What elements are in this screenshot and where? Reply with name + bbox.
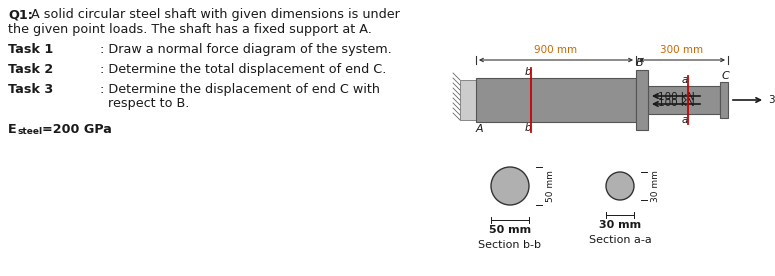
Text: 300 mm: 300 mm: [660, 45, 704, 55]
Text: : Determine the total displacement of end C.: : Determine the total displacement of en…: [100, 63, 387, 76]
Text: respect to B.: respect to B.: [100, 97, 189, 110]
Text: b: b: [525, 123, 532, 133]
Text: 30 kN: 30 kN: [769, 95, 775, 105]
Text: 100 kN: 100 kN: [658, 98, 694, 108]
Text: =200 GPa: =200 GPa: [42, 123, 112, 136]
Text: Section a-a: Section a-a: [589, 235, 651, 245]
Bar: [460, 80, 476, 120]
Text: steel: steel: [17, 127, 42, 136]
Text: 30 mm: 30 mm: [651, 170, 660, 202]
Text: E: E: [8, 123, 16, 136]
Text: A solid circular steel shaft with given dimensions is under: A solid circular steel shaft with given …: [31, 8, 400, 21]
Bar: [648, 86, 720, 114]
Text: b: b: [525, 67, 532, 77]
Text: Task 2: Task 2: [8, 63, 53, 76]
Bar: [720, 82, 728, 118]
Text: Q1:: Q1:: [8, 8, 33, 21]
Text: a: a: [682, 75, 688, 85]
Text: : Determine the displacement of end C with: : Determine the displacement of end C wi…: [100, 83, 380, 96]
Text: 50 mm: 50 mm: [489, 225, 531, 235]
Bar: [636, 70, 648, 130]
Text: 30 mm: 30 mm: [599, 220, 641, 230]
Text: the given point loads. The shaft has a fixed support at A.: the given point loads. The shaft has a f…: [8, 23, 372, 36]
Text: Task 3: Task 3: [8, 83, 53, 96]
Text: a: a: [682, 115, 688, 125]
Bar: [476, 78, 636, 122]
Text: 50 mm: 50 mm: [546, 170, 555, 202]
Text: 100 kN: 100 kN: [658, 92, 694, 102]
Text: A: A: [476, 124, 484, 134]
Text: Section b-b: Section b-b: [478, 240, 542, 250]
Circle shape: [606, 172, 634, 200]
Text: : Draw a normal force diagram of the system.: : Draw a normal force diagram of the sys…: [100, 43, 391, 56]
Circle shape: [491, 167, 529, 205]
Text: B: B: [636, 58, 643, 68]
Text: C: C: [722, 71, 730, 81]
Text: 900 mm: 900 mm: [535, 45, 577, 55]
Text: Task 1: Task 1: [8, 43, 53, 56]
